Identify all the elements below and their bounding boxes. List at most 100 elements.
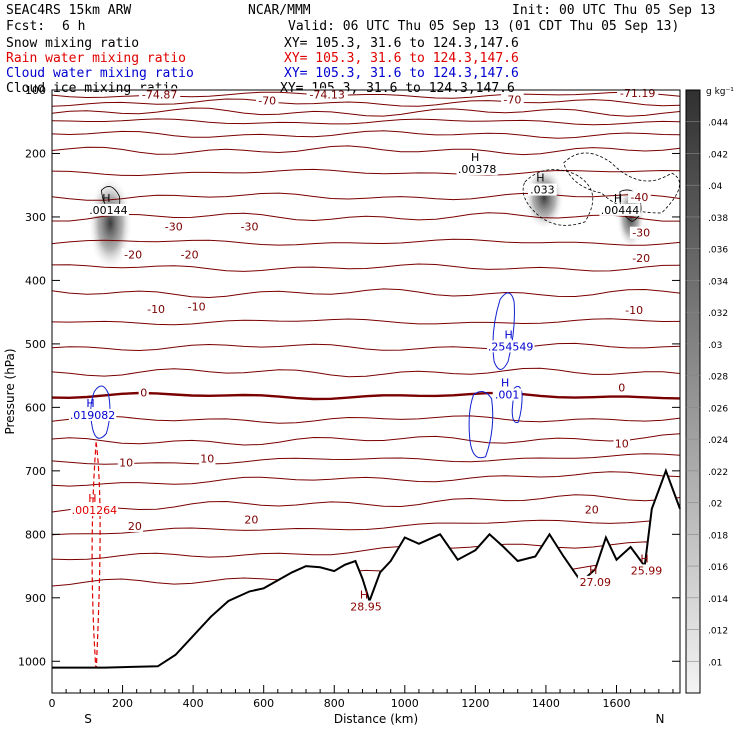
colorbar-tick-label: .038 (708, 214, 728, 224)
temperature-label: -10 (625, 304, 643, 317)
cloud-water-contour (468, 390, 494, 459)
temperature-contour (51, 107, 681, 117)
temperature-label-bg (622, 304, 646, 317)
temperature-label: -30 (241, 220, 259, 233)
temperature-label: -40 (630, 191, 648, 204)
temperature-contour (51, 471, 681, 487)
field-xy-snow: XY= 105.3, 31.6 to 124.3,147.6 (284, 36, 519, 51)
temperature-label: 20 (128, 520, 142, 533)
colorbar-tick-label: .034 (708, 277, 728, 287)
temperature-label: 10 (119, 456, 133, 469)
colorbar-tick-label: .016 (708, 563, 728, 573)
field-xy-rain: XY= 105.3, 31.6 to 124.3,147.6 (284, 51, 519, 66)
temperature-contour (51, 98, 681, 107)
colorbar-tick-label: .026 (708, 404, 728, 414)
y-tick-label: 600 (25, 401, 46, 414)
temperature-label: -20 (181, 248, 199, 261)
temperature-label: -10 (188, 300, 206, 313)
temperature-label-bg (144, 302, 168, 315)
fcst-label: Fcst: (6, 19, 46, 34)
field-name-snow: Snow mixing ratio (6, 36, 140, 51)
temperature-label-bg (255, 94, 279, 107)
temperature-label: -74.13 (309, 88, 344, 101)
temperature-contour (51, 453, 681, 465)
temperature-label-bg (178, 248, 201, 261)
temperature-contour (51, 494, 681, 513)
plot-frame (51, 89, 681, 694)
colorbar (685, 89, 701, 694)
temperature-contour (51, 192, 681, 201)
colorbar-tick-label: .044 (708, 119, 728, 129)
temperature-label: 0 (140, 387, 147, 400)
temperature-label: 20 (244, 514, 258, 527)
temperature-label-bg (162, 220, 186, 233)
colorbar-unit: g kg⁻¹ (706, 87, 734, 97)
maximum-marker: H (640, 552, 648, 565)
valid-time: Valid: 06 UTC Thu 05 Sep 13 (01 CDT Thu … (288, 19, 680, 34)
temperature-label-bg (616, 381, 627, 394)
x-axis-label: Distance (km) (334, 712, 418, 726)
maximum-label-bg (348, 600, 384, 613)
maximum-label: .001264 (72, 504, 118, 517)
temperature-contour (51, 168, 681, 177)
temperature-label: -30 (165, 220, 183, 233)
maximum-label-bg (456, 163, 498, 176)
maximum-marker: H (501, 377, 509, 390)
temperature-label: 0 (618, 382, 625, 395)
colorbar-tick-label: .01 (708, 658, 722, 668)
maximum-label: .254549 (488, 340, 534, 353)
temperature-label: 10 (200, 453, 214, 466)
y-tick-label: 200 (25, 147, 46, 160)
maximum-label: .001 (495, 389, 520, 402)
colorbar-tick-label: .014 (708, 595, 728, 605)
endpoint-label-right: N (656, 712, 665, 726)
x-tick-label: 1400 (532, 697, 560, 710)
y-axis-label: Pressure (hPa) (3, 348, 17, 434)
y-tick-label: 700 (25, 465, 46, 478)
y-tick-label: 400 (25, 274, 46, 287)
temperature-label: -70 (503, 93, 521, 106)
endpoint-label-left: S (84, 712, 92, 726)
snow-contour (522, 169, 594, 226)
snow-shading-1 (524, 165, 565, 230)
y-tick-label: 900 (25, 592, 46, 605)
maximum-marker: H (536, 172, 544, 185)
field-name-rain: Rain water mixing ratio (6, 51, 187, 66)
temperature-label-bg (629, 252, 653, 265)
temperature-label-bg (121, 248, 145, 261)
colorbar-tick-label: .028 (708, 373, 728, 383)
maximum-label-bg (486, 340, 535, 353)
temperature-label-bg (138, 386, 149, 399)
temperature-contour (51, 367, 681, 378)
temperature-label: -20 (632, 252, 650, 265)
maximum-label-bg (628, 564, 664, 577)
x-tick-label: 1000 (391, 697, 419, 710)
temperature-contour (51, 238, 681, 246)
temperature-contour (51, 342, 681, 352)
y-tick-label: 800 (25, 528, 46, 541)
temperature-label: 10 (615, 437, 629, 450)
y-tick-label: 1000 (18, 655, 46, 668)
snow-shading-0 (88, 175, 133, 272)
temperature-label-bg (501, 93, 524, 106)
temperature-label-bg (185, 300, 208, 313)
y-tick-label: 500 (25, 338, 46, 351)
maximum-label: 27.09 (580, 576, 612, 589)
maximum-label: .00144 (89, 204, 128, 217)
temperature-label: 20 (585, 503, 599, 516)
colorbar-tick-label: .036 (708, 246, 728, 256)
x-tick-label: 1600 (602, 697, 630, 710)
cloud-water-contour (511, 385, 523, 424)
maximum-marker: H (589, 564, 597, 577)
terrain-line (52, 467, 681, 669)
temperature-label-bg (139, 88, 181, 101)
terrain-fill (52, 470, 680, 693)
temperature-contour (51, 130, 681, 139)
temperature-label: -74.87 (142, 88, 177, 101)
temperature-contour (51, 541, 681, 561)
init-time: Init: 00 UTC Thu 05 Sep 13 (512, 3, 716, 18)
maximum-label-bg (577, 575, 613, 588)
maximum-label: .00444 (601, 204, 640, 217)
x-tick-label: 600 (253, 697, 274, 710)
